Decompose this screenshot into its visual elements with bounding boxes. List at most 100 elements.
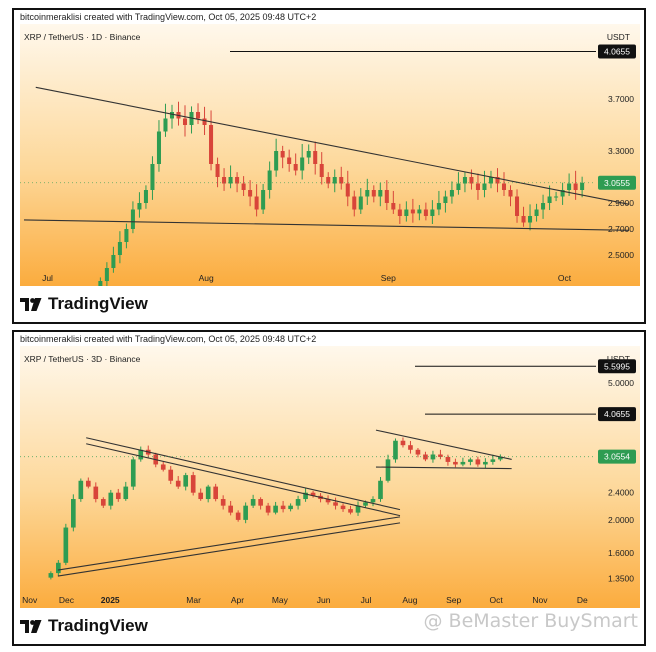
candle-body <box>108 492 114 506</box>
chart-caption: bitcoinmeraklisi created with TradingVie… <box>20 334 317 344</box>
candle-body <box>130 459 136 487</box>
candle-body <box>265 505 271 513</box>
candle-body <box>115 492 121 500</box>
candle-body <box>56 562 61 574</box>
candle-body <box>332 177 337 184</box>
candle-body <box>287 157 292 164</box>
candle-body <box>288 505 293 510</box>
chart-panel-3d: bitcoinmeraklisi created with TradingVie… <box>12 330 646 646</box>
candle-body <box>541 203 546 210</box>
candle-body <box>483 461 488 465</box>
candle-body <box>198 492 204 500</box>
candle-body <box>391 203 396 210</box>
candle-body <box>469 177 474 184</box>
trendline-descending-upper <box>86 437 401 511</box>
candle-body <box>410 209 415 214</box>
candle-body <box>111 255 116 268</box>
time-tick-label: Jul <box>42 273 53 283</box>
time-tick-label: De <box>577 595 588 605</box>
candle-body <box>456 183 461 190</box>
candle-body <box>560 190 565 197</box>
candle-body <box>280 151 285 158</box>
candle-body <box>163 118 168 132</box>
last-price-badge <box>598 175 636 190</box>
time-tick-label: Jun <box>317 595 331 605</box>
candle-body <box>169 112 175 119</box>
chart-background <box>20 24 640 286</box>
candle-body <box>202 118 207 125</box>
currency-unit: USDT <box>606 354 630 364</box>
trendline-upper <box>35 86 630 205</box>
candle-body <box>475 459 481 465</box>
candle-body <box>370 499 376 503</box>
candle-body <box>363 502 368 506</box>
watermark: @ BeMaster BuySmart <box>424 610 638 632</box>
candle-body <box>508 190 513 197</box>
candle-body <box>228 505 233 513</box>
candle-body <box>267 170 272 190</box>
candle-body <box>190 475 196 493</box>
candle-body <box>384 190 389 203</box>
candle-body <box>63 527 69 563</box>
candle-body <box>98 281 103 286</box>
last-price-label: 3.0555 <box>604 178 630 188</box>
tradingview-wordmark: TradingView <box>48 616 148 635</box>
candle-body <box>78 480 84 500</box>
candle-body <box>250 499 256 506</box>
chart-caption: bitcoinmeraklisi created with TradingVie… <box>20 12 317 22</box>
price-chart-3d[interactable]: 5.0000 2.4000 2.0000 1.6000 1.3500 Nov Dec 2025… <box>20 346 640 608</box>
candle-body <box>123 486 129 500</box>
candle-body <box>93 486 99 500</box>
candle-body <box>274 151 279 171</box>
candle-body <box>482 183 487 190</box>
level-price-badge <box>598 44 636 59</box>
candle-body <box>378 480 383 500</box>
candle-body <box>554 196 559 198</box>
tradingview-logo: TradingView <box>20 616 148 636</box>
level-price-label: 5.5995 <box>604 361 630 371</box>
trendline-ascending-lower <box>57 522 401 577</box>
candle-body <box>243 505 248 520</box>
time-tick-label: Aug <box>199 273 214 283</box>
last-price-badge <box>598 449 636 464</box>
candle-body <box>521 216 526 223</box>
candle-body <box>124 229 129 242</box>
candle-body <box>300 157 305 171</box>
candle-body <box>495 177 500 184</box>
candle-body <box>445 456 451 462</box>
candle-body <box>130 209 135 229</box>
symbol-label: XRP / TetherUS · 3D · Binance <box>24 354 141 364</box>
price-tick-label: 2.4000 <box>608 488 634 498</box>
candle-body <box>310 492 316 496</box>
candle-body <box>423 209 428 216</box>
candle-body <box>71 499 76 528</box>
candle-body <box>319 164 324 177</box>
candle-body <box>220 499 226 506</box>
price-chart-1d[interactable]: 3.70003.30002.90002.70002.5000JulAugSepO… <box>20 24 640 286</box>
candle-body <box>460 461 466 465</box>
tradingview-icon <box>20 297 42 311</box>
trendline-lower <box>23 219 630 231</box>
candle-body <box>397 209 402 216</box>
candle-body <box>468 459 473 462</box>
candle-body <box>196 112 201 119</box>
trendline-ascending-lower <box>57 516 401 571</box>
time-tick-label: Apr <box>231 595 244 605</box>
candle-body <box>168 469 174 481</box>
candle-body <box>333 502 338 506</box>
chart-panel-1d: bitcoinmeraklisi created with TradingVie… <box>12 8 646 324</box>
candle-body <box>365 190 370 197</box>
candle-body <box>528 216 533 223</box>
price-tick-label: 3.3000 <box>608 146 634 156</box>
time-tick-label: Oct <box>558 273 572 283</box>
time-tick-label: May <box>272 595 289 605</box>
candle-body <box>449 190 454 197</box>
time-tick-label: Sep <box>446 595 461 605</box>
price-tick-label: 1.3500 <box>608 574 634 584</box>
candle-body <box>443 196 448 203</box>
price-tick-label: 2.7000 <box>608 224 634 234</box>
candle-body <box>580 182 585 190</box>
candle-body <box>488 177 494 184</box>
candle-body <box>175 480 181 487</box>
candle-body <box>417 209 422 214</box>
